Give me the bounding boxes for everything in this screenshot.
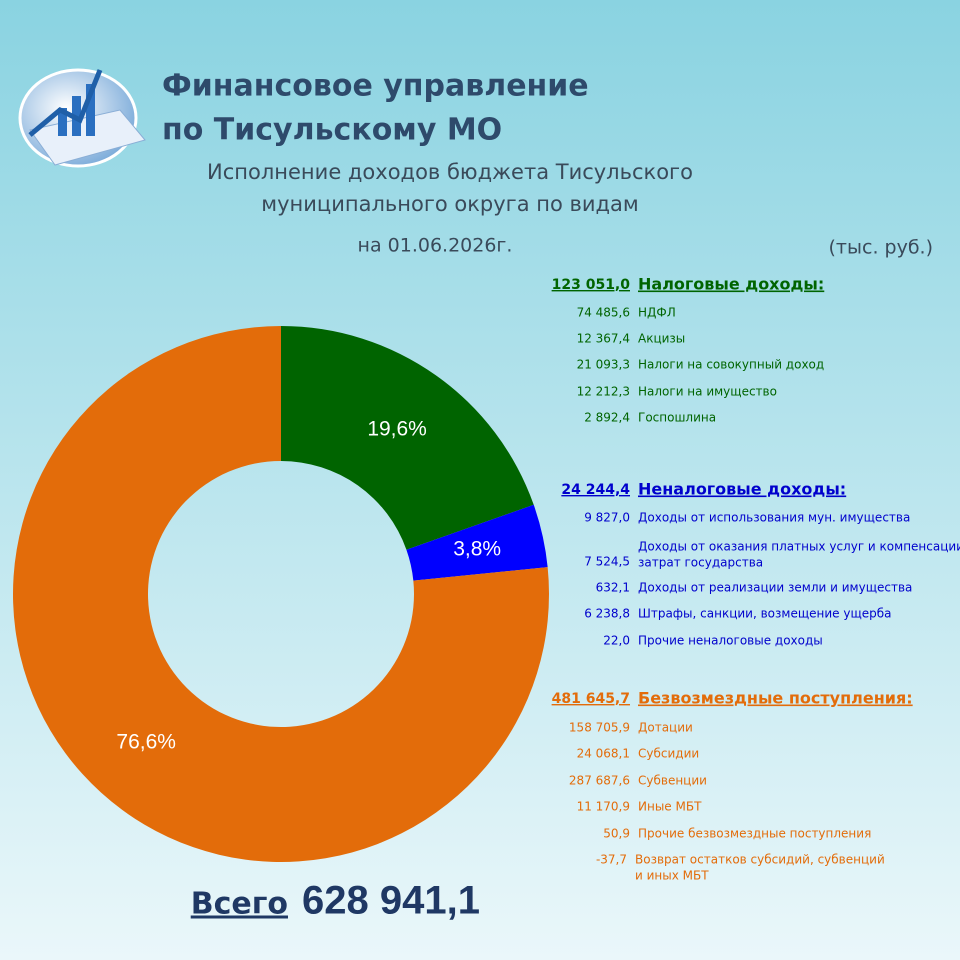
item-name: затрат государства [638, 556, 763, 570]
donut-segment [12, 326, 549, 862]
item-name: Акцизы [638, 332, 685, 346]
item-name: Штрафы, санкции, возмещение ущерба [638, 607, 892, 621]
group-title: Безвозмездные поступления: [638, 689, 913, 708]
group-total: 481 645,7 [552, 691, 630, 707]
donut-segment [406, 504, 548, 581]
subtitle: Исполнение доходов бюджета Тисульского [207, 160, 693, 184]
item-name: Дотации [638, 721, 693, 735]
item-name: НДФЛ [638, 306, 676, 320]
item-name: Прочие неналоговые доходы [638, 634, 823, 648]
item-name: Прочие безвозмездные поступления [638, 827, 871, 841]
item-name: и иных МБТ [635, 869, 709, 883]
item-value: 74 485,6 [577, 306, 630, 320]
item-name: Налоги на имущество [638, 385, 777, 399]
item-name: Субвенции [638, 774, 707, 788]
item-value: 7 524,5 [584, 555, 630, 569]
donut-segment [281, 326, 534, 550]
data-label: 3,8% [453, 538, 501, 561]
item-value: 158 705,9 [569, 721, 630, 735]
units: (тыс. руб.) [829, 237, 933, 259]
item-value: 9 827,0 [584, 511, 630, 525]
data-label: 76,6% [116, 731, 176, 754]
total-label: Всего [191, 887, 288, 922]
item-value: -37,7 [596, 853, 627, 867]
title: по Тисульскому МО [162, 113, 502, 148]
item-name: Налоги на совокупный доход [638, 358, 824, 372]
item-value: 11 170,9 [577, 800, 630, 814]
item-value: 2 892,4 [584, 411, 630, 425]
item-value: 24 068,1 [577, 747, 630, 761]
item-value: 22,0 [603, 634, 630, 648]
item-name: Доходы от использования мун. имущества [638, 511, 910, 525]
subtitle: муниципального округа по видам [261, 192, 639, 216]
item-value: 632,1 [596, 581, 630, 595]
group-total: 123 051,0 [552, 277, 631, 293]
data-label: 19,6% [367, 417, 427, 440]
group-title: Неналоговые доходы: [638, 480, 846, 499]
item-value: 287 687,6 [569, 774, 630, 788]
item-value: 12 367,4 [577, 332, 630, 346]
item-value: 12 212,3 [577, 385, 630, 399]
item-name: Субсидии [638, 747, 699, 761]
logo [18, 68, 146, 168]
title: Финансовое управление [162, 69, 589, 104]
group-total: 24 244,4 [561, 482, 630, 498]
total-value: 628 941,1 [302, 879, 480, 923]
item-name: Возврат остатков субсидий, субвенций [635, 853, 885, 867]
item-value: 21 093,3 [577, 358, 630, 372]
date: на 01.06.2026г. [358, 235, 513, 257]
item-value: 6 238,8 [584, 607, 630, 621]
item-name: Иные МБТ [638, 800, 702, 814]
item-name: Доходы от оказания платных услуг и компе… [638, 540, 960, 554]
item-value: 50,9 [603, 827, 630, 841]
item-name: Доходы от реализации земли и имущества [638, 581, 912, 595]
item-name: Госпошлина [638, 411, 716, 425]
group-title: Налоговые доходы: [638, 275, 824, 294]
